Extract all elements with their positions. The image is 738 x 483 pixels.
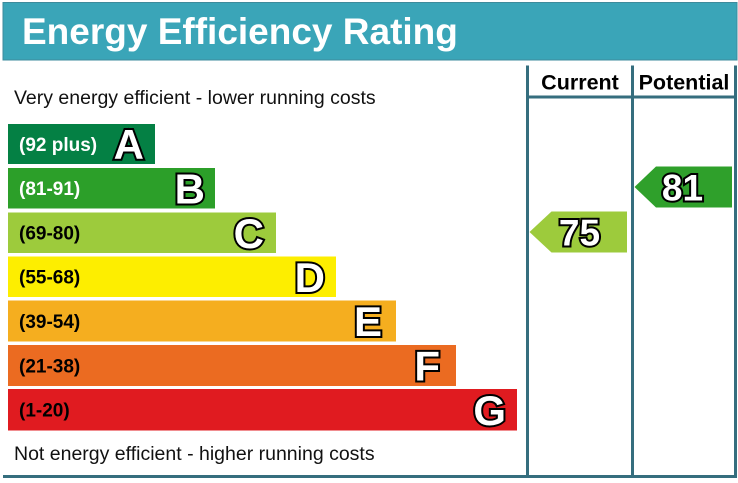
svg-text:(69-80): (69-80) — [19, 224, 80, 245]
svg-text:81: 81 — [662, 168, 703, 209]
svg-text:G: G — [473, 387, 506, 434]
svg-text:(39-54): (39-54) — [19, 312, 80, 333]
svg-text:Potential: Potential — [639, 71, 730, 95]
svg-text:B: B — [175, 165, 205, 212]
svg-text:E: E — [354, 298, 382, 345]
svg-text:75: 75 — [559, 213, 600, 254]
svg-text:D: D — [295, 254, 325, 301]
svg-text:(92 plus): (92 plus) — [19, 135, 97, 156]
svg-text:Energy Efficiency Rating: Energy Efficiency Rating — [22, 11, 458, 52]
svg-text:C: C — [234, 210, 264, 257]
svg-text:Current: Current — [541, 71, 619, 95]
svg-text:(81-91): (81-91) — [19, 179, 80, 200]
svg-text:(21-38): (21-38) — [19, 356, 80, 377]
svg-text:Not energy efficient - higher: Not energy efficient - higher running co… — [14, 443, 375, 465]
svg-text:F: F — [414, 343, 440, 390]
svg-text:A: A — [114, 121, 144, 168]
svg-text:(55-68): (55-68) — [19, 268, 80, 289]
svg-text:Very energy efficient - lower: Very energy efficient - lower running co… — [14, 87, 376, 109]
svg-text:(1-20): (1-20) — [19, 401, 70, 422]
